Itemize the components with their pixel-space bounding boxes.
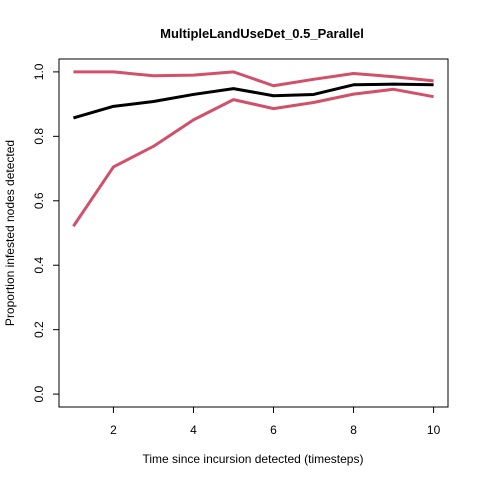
y-axis: 0.0 0.2 0.4 0.6 0.8 1.0: [32, 63, 59, 402]
plot-frame: [58, 58, 449, 408]
chart-title: MultipleLandUseDet_0.5_Parallel: [160, 26, 364, 41]
x-tick-label: 4: [190, 423, 197, 437]
y-tick-label: 0.6: [32, 192, 46, 209]
x-tick-label: 2: [110, 423, 117, 437]
series-group: [72, 70, 434, 228]
x-tick-label: 6: [270, 423, 277, 437]
y-tick-label: 0.8: [32, 128, 46, 145]
x-tick-label: 10: [427, 423, 441, 437]
y-axis-label: Proportion infested nodes detected: [3, 140, 17, 326]
series-line-mean: [72, 82, 434, 120]
y-tick-label: 0.2: [32, 321, 46, 338]
series-line-lower: [72, 87, 434, 228]
y-tick-label: 1.0: [32, 63, 46, 80]
y-tick-label: 0.4: [32, 257, 46, 274]
x-axis: 2 4 6 8 10: [110, 407, 441, 437]
x-axis-label: Time since incursion detected (timesteps…: [143, 452, 364, 466]
x-tick-label: 8: [350, 423, 357, 437]
series-line-upper: [73, 70, 434, 88]
y-tick-label: 0.0: [32, 385, 46, 402]
